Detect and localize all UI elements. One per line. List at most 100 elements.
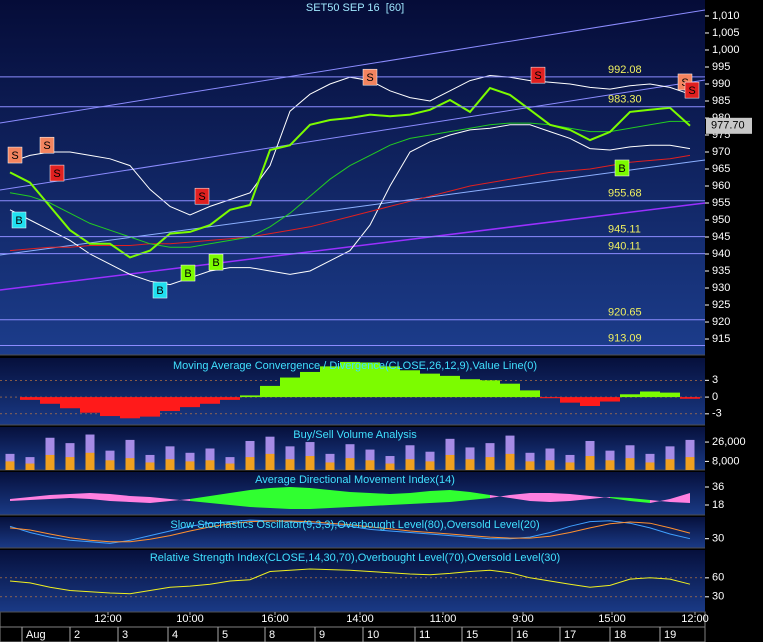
bar <box>265 436 275 470</box>
bar <box>420 373 440 398</box>
bar <box>405 459 415 470</box>
bar <box>605 460 615 470</box>
bar <box>80 397 100 413</box>
y-tick-label: 950 <box>712 214 730 226</box>
series-line <box>9 568 691 595</box>
series-line <box>9 520 691 543</box>
signal-marker <box>684 81 700 99</box>
bar <box>325 453 335 470</box>
signal-marker <box>39 136 55 154</box>
y-tick-label: 965 <box>712 163 730 175</box>
bar <box>245 440 255 470</box>
signal-label: B <box>15 215 22 227</box>
x-tick-label: 15:00 <box>598 613 626 625</box>
bar <box>520 390 540 398</box>
bar <box>165 446 175 470</box>
signal-label: S <box>366 72 373 84</box>
bar <box>345 458 355 470</box>
area-segment <box>570 494 590 501</box>
area-segment <box>210 493 230 505</box>
bar <box>485 443 495 470</box>
x-tick-label: 10:00 <box>176 613 204 625</box>
signal-marker <box>152 281 168 299</box>
day-label: 18 <box>614 629 626 641</box>
level-label: 913.09 <box>608 332 642 344</box>
signal-label: B <box>156 285 163 297</box>
area-segment <box>230 490 250 507</box>
bar <box>505 435 515 470</box>
bar <box>600 397 620 402</box>
bar <box>240 395 260 398</box>
bar <box>445 438 455 470</box>
level-label: 955.68 <box>608 188 642 200</box>
area-segment <box>70 493 90 499</box>
bar <box>45 454 55 470</box>
signal-marker <box>362 68 378 86</box>
current-price-label: 977.70 <box>711 120 745 132</box>
bar <box>405 445 415 470</box>
bar <box>85 452 95 470</box>
y-tick-label: 930 <box>712 282 730 294</box>
y-tick-label: 935 <box>712 265 730 277</box>
level-label: 983.30 <box>608 94 642 106</box>
bar <box>400 370 420 398</box>
signal-label: B <box>184 268 191 280</box>
level-label: 945.11 <box>608 224 641 236</box>
bar <box>65 443 75 470</box>
bar <box>165 459 175 470</box>
bar <box>60 397 80 409</box>
x-tick-label: 14:00 <box>346 613 374 625</box>
day-label: 9 <box>319 629 325 641</box>
trend-line <box>0 159 706 256</box>
bar <box>385 456 395 470</box>
day-label: 15 <box>466 629 478 641</box>
bar <box>625 458 635 470</box>
signal-marker <box>7 146 23 164</box>
area-segment <box>290 487 310 509</box>
bar <box>665 459 675 470</box>
bar <box>65 457 75 470</box>
area-segment <box>150 497 170 503</box>
area-segment <box>510 493 530 501</box>
area-segment <box>170 499 190 501</box>
y-tick-label: 920 <box>712 316 730 328</box>
bar <box>25 463 35 470</box>
bar <box>225 463 235 470</box>
bar <box>100 397 120 417</box>
area-segment <box>270 487 290 509</box>
y-tick-label: 18 <box>712 499 724 511</box>
y-tick-label: 8,000 <box>712 455 740 467</box>
signal-marker <box>530 66 546 84</box>
bar <box>625 445 635 470</box>
area-segment <box>190 496 210 503</box>
y-tick-label: 1,000 <box>712 44 740 56</box>
area-segment <box>30 495 50 500</box>
day-label: 2 <box>74 629 80 641</box>
bar <box>440 375 460 398</box>
trend-line <box>0 9 706 124</box>
bar <box>140 397 160 417</box>
bar <box>325 462 335 470</box>
signal-marker <box>614 159 630 177</box>
y-tick-label: 1,010 <box>712 10 740 22</box>
area-segment <box>550 493 570 502</box>
bar <box>105 460 115 470</box>
bar <box>645 453 655 470</box>
area-segment <box>450 490 470 502</box>
day-label: 5 <box>222 629 228 641</box>
y-tick-label: 60 <box>712 572 724 584</box>
bar <box>380 366 400 398</box>
area-segment <box>530 493 550 502</box>
signal-label: B <box>212 257 219 269</box>
y-tick-label: 945 <box>712 231 730 243</box>
trend-line <box>0 202 706 291</box>
signal-label: S <box>11 150 18 162</box>
bar <box>180 397 200 408</box>
y-tick-label: 30 <box>712 533 724 545</box>
bar <box>220 397 240 400</box>
day-label: 8 <box>269 629 275 641</box>
signal-label: S <box>534 70 541 82</box>
bar <box>265 453 275 470</box>
area-segment <box>310 488 330 509</box>
